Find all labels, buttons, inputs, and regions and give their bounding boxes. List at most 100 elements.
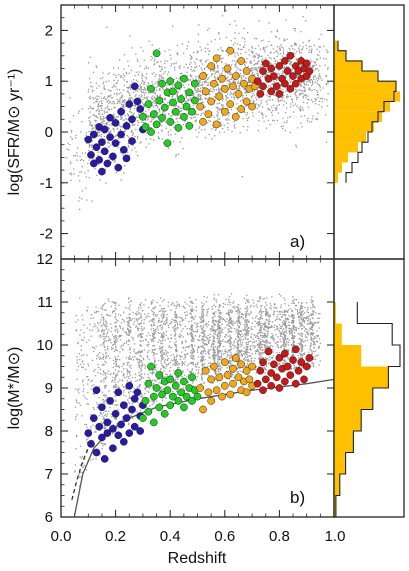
background-point xyxy=(217,67,219,69)
background-point xyxy=(187,381,189,384)
background-point xyxy=(323,45,325,47)
background-point xyxy=(202,313,205,316)
background-point xyxy=(104,98,106,100)
background-point xyxy=(102,122,104,125)
background-point xyxy=(219,88,221,90)
background-point xyxy=(110,90,112,92)
background-point xyxy=(266,73,269,76)
background-point xyxy=(236,112,238,114)
background-point xyxy=(220,369,222,372)
background-point xyxy=(226,78,228,80)
background-point xyxy=(189,54,191,57)
background-point xyxy=(160,321,162,323)
panel-a: 210-1-2 a) log(SFR/M⊙ yr⁻¹) xyxy=(6,4,335,260)
background-point xyxy=(78,402,80,404)
background-point xyxy=(117,404,119,406)
background-point xyxy=(95,431,97,433)
background-point xyxy=(214,76,216,78)
data-point xyxy=(174,124,183,132)
background-point xyxy=(208,362,210,364)
background-point xyxy=(106,333,108,335)
background-point xyxy=(313,61,315,63)
background-point xyxy=(118,137,120,140)
background-point xyxy=(123,75,126,77)
background-point xyxy=(184,363,186,366)
background-point xyxy=(102,83,104,85)
background-point xyxy=(240,52,242,55)
background-point xyxy=(239,308,241,310)
background-point xyxy=(121,371,123,373)
background-point xyxy=(147,115,149,117)
background-point xyxy=(92,97,94,99)
background-point xyxy=(92,71,95,73)
background-point xyxy=(88,117,90,119)
background-point xyxy=(106,124,108,126)
background-point xyxy=(117,147,119,149)
background-point xyxy=(121,96,123,98)
background-point xyxy=(318,46,320,48)
background-point xyxy=(147,82,150,84)
background-point xyxy=(87,306,89,308)
background-point xyxy=(300,115,302,118)
background-point xyxy=(301,48,304,50)
background-point xyxy=(258,351,260,353)
background-point xyxy=(135,79,138,81)
background-point xyxy=(169,362,172,364)
background-point xyxy=(221,73,223,75)
background-point xyxy=(218,99,220,101)
background-point xyxy=(228,330,230,332)
background-point xyxy=(292,318,294,320)
background-point xyxy=(83,394,85,397)
background-point xyxy=(148,109,150,111)
background-point xyxy=(186,353,188,355)
background-point xyxy=(119,114,122,117)
background-point xyxy=(184,90,187,92)
background-point xyxy=(113,384,115,387)
background-point xyxy=(95,458,97,460)
background-point xyxy=(282,323,284,325)
background-point xyxy=(286,318,288,321)
background-point xyxy=(137,309,140,311)
background-point xyxy=(249,81,251,84)
background-point xyxy=(242,96,244,99)
data-point xyxy=(223,64,232,73)
background-point xyxy=(186,365,188,367)
background-point xyxy=(259,66,261,68)
background-point xyxy=(81,339,83,341)
background-point xyxy=(313,311,315,313)
background-point xyxy=(230,109,233,111)
background-point xyxy=(300,55,302,58)
background-point xyxy=(234,37,236,39)
background-point xyxy=(173,381,175,383)
background-point xyxy=(221,91,223,93)
background-point xyxy=(239,72,242,75)
background-point xyxy=(298,50,301,52)
background-point xyxy=(179,113,181,115)
background-point xyxy=(179,76,181,78)
background-point xyxy=(126,81,128,83)
background-point xyxy=(167,305,169,307)
background-point xyxy=(247,313,250,315)
background-point xyxy=(103,331,105,334)
background-point xyxy=(118,74,120,76)
background-point xyxy=(159,75,161,77)
background-point xyxy=(185,340,187,342)
background-point xyxy=(222,106,224,108)
background-point xyxy=(191,336,194,338)
background-point xyxy=(296,299,298,301)
background-point xyxy=(301,307,303,310)
background-point xyxy=(112,310,114,312)
background-point xyxy=(142,102,144,104)
background-point xyxy=(105,98,108,101)
background-point xyxy=(258,119,260,122)
background-point xyxy=(139,359,141,361)
background-point xyxy=(106,356,108,358)
background-point xyxy=(316,118,319,121)
background-point xyxy=(295,366,298,368)
background-point xyxy=(264,372,266,374)
background-point xyxy=(125,395,127,397)
background-point xyxy=(153,401,155,403)
background-point xyxy=(312,317,314,320)
background-point xyxy=(287,350,290,353)
background-point xyxy=(315,312,317,314)
